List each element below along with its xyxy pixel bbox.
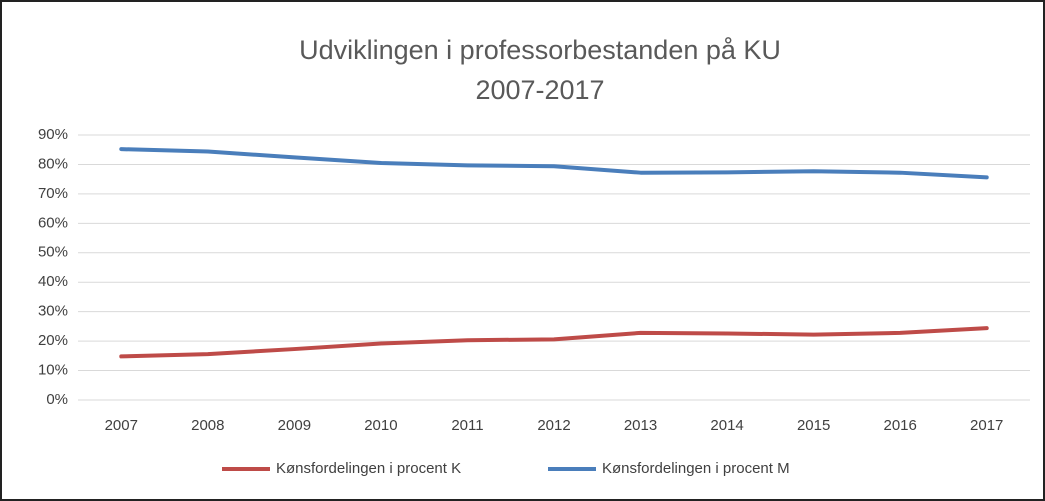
y-tick-label: 60% bbox=[38, 214, 68, 231]
y-tick-label: 0% bbox=[46, 391, 68, 408]
y-tick-label: 70% bbox=[38, 185, 68, 202]
y-tick-label: 30% bbox=[38, 303, 68, 320]
x-tick-label: 2009 bbox=[278, 417, 311, 434]
y-tick-label: 50% bbox=[38, 244, 68, 261]
x-tick-label: 2015 bbox=[797, 417, 830, 434]
series-line bbox=[119, 147, 989, 180]
x-tick-label: 2010 bbox=[364, 417, 397, 434]
x-tick-label: 2016 bbox=[883, 417, 916, 434]
x-tick-label: 2007 bbox=[105, 417, 138, 434]
x-tick-label: 2014 bbox=[710, 417, 743, 434]
chart-title: 2007-2017 bbox=[475, 75, 604, 105]
x-tick-label: 2008 bbox=[191, 417, 224, 434]
x-tick-label: 2011 bbox=[451, 417, 483, 434]
y-tick-label: 90% bbox=[38, 126, 68, 143]
x-tick-label: 2013 bbox=[624, 417, 657, 434]
legend-label: Kønsfordelingen i procent K bbox=[276, 460, 461, 477]
y-tick-label: 40% bbox=[38, 273, 68, 290]
legend-label: Kønsfordelingen i procent M bbox=[602, 460, 790, 477]
x-tick-label: 2017 bbox=[970, 417, 1003, 434]
chart-title: Udviklingen i professorbestanden på KU bbox=[299, 35, 781, 65]
series-line bbox=[119, 326, 989, 359]
y-tick-label: 80% bbox=[38, 155, 68, 172]
y-tick-label: 20% bbox=[38, 332, 68, 349]
y-tick-label: 10% bbox=[38, 362, 68, 379]
x-tick-label: 2012 bbox=[537, 417, 570, 434]
